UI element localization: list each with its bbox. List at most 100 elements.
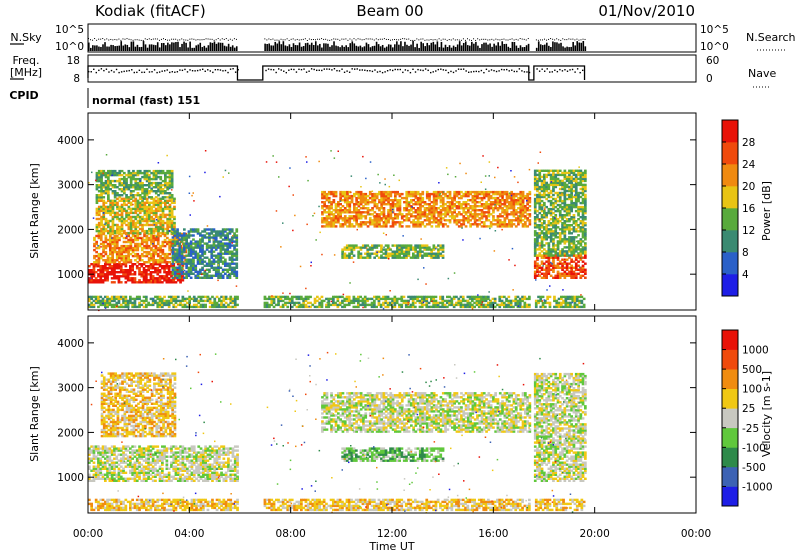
power-cell bbox=[145, 271, 148, 274]
power-cell bbox=[547, 250, 551, 253]
power-cell bbox=[384, 252, 388, 255]
power-cell bbox=[480, 209, 484, 212]
power-cell bbox=[554, 266, 558, 269]
power-cell bbox=[171, 262, 175, 265]
power-cell bbox=[568, 189, 571, 193]
power-cell bbox=[558, 238, 562, 241]
power-cell bbox=[159, 199, 163, 202]
power-cell bbox=[487, 225, 491, 228]
nsky-bar bbox=[235, 46, 238, 51]
power-cell bbox=[554, 214, 558, 217]
power-cell bbox=[540, 199, 544, 203]
power-cell bbox=[521, 190, 525, 194]
power-cell bbox=[173, 232, 177, 235]
power-cell bbox=[343, 221, 347, 224]
power-cell bbox=[508, 203, 511, 206]
power-cell bbox=[416, 211, 420, 214]
freq-point bbox=[217, 68, 219, 71]
power-cell bbox=[125, 186, 128, 189]
freq-point bbox=[338, 70, 341, 72]
power-cell bbox=[185, 236, 188, 239]
power-cell bbox=[425, 196, 429, 200]
power-cell bbox=[387, 211, 390, 214]
power-cell bbox=[156, 240, 160, 244]
power-cell bbox=[343, 207, 347, 210]
freq-point bbox=[270, 68, 272, 71]
nsky-bar bbox=[513, 42, 516, 51]
nsky-bar bbox=[286, 46, 289, 51]
power-cell bbox=[536, 183, 539, 187]
freq-point bbox=[321, 69, 323, 72]
power-cell bbox=[127, 244, 130, 248]
power-cell bbox=[574, 276, 578, 279]
power-cell bbox=[380, 196, 383, 200]
power-cell bbox=[570, 274, 573, 277]
nsky-bar bbox=[523, 47, 526, 51]
power-cell bbox=[536, 209, 539, 213]
nsearch-point bbox=[88, 38, 89, 40]
power-cell bbox=[556, 181, 560, 185]
power-cell bbox=[457, 201, 461, 204]
power-cell bbox=[334, 203, 338, 206]
power-cell bbox=[492, 203, 495, 206]
power-cell bbox=[154, 271, 157, 274]
power-cell bbox=[584, 272, 587, 275]
power-cell bbox=[95, 177, 99, 181]
power-cell bbox=[549, 191, 553, 195]
power-cell bbox=[325, 192, 329, 196]
power-cell bbox=[143, 190, 147, 193]
nsearch-point bbox=[387, 39, 389, 41]
power-cell bbox=[168, 169, 172, 173]
power-cell bbox=[109, 250, 112, 254]
power-cell bbox=[478, 205, 482, 208]
power-cell bbox=[343, 194, 347, 198]
power-cell bbox=[451, 213, 454, 216]
power-cell bbox=[359, 221, 363, 224]
power-cell bbox=[552, 234, 555, 237]
power-cell bbox=[323, 203, 326, 206]
power-cell bbox=[574, 224, 578, 227]
power-cell bbox=[164, 205, 167, 209]
nsky-bar bbox=[177, 41, 179, 51]
power-cell bbox=[501, 223, 504, 226]
power-cell bbox=[375, 203, 379, 206]
power-cell bbox=[157, 203, 160, 207]
power-cell bbox=[437, 248, 440, 251]
power-cell bbox=[552, 266, 555, 269]
power-cell bbox=[136, 209, 140, 213]
power-cell bbox=[382, 248, 386, 251]
power-cell bbox=[321, 219, 324, 222]
nsearch-point bbox=[418, 39, 420, 41]
power-cell bbox=[341, 219, 345, 222]
power-cell bbox=[110, 269, 114, 272]
freq-point bbox=[480, 69, 483, 72]
power-cell bbox=[473, 203, 477, 206]
power-cell bbox=[421, 250, 424, 253]
power-cell bbox=[432, 203, 436, 206]
power-cell bbox=[219, 260, 223, 263]
power-cell bbox=[199, 272, 202, 275]
power-cell bbox=[92, 263, 96, 266]
power-cell bbox=[152, 236, 155, 240]
power-cell bbox=[150, 236, 153, 240]
power-cell bbox=[570, 205, 573, 209]
nsky-bar bbox=[221, 42, 224, 51]
power-cell bbox=[176, 263, 180, 266]
power-cell bbox=[104, 263, 107, 266]
power-cell bbox=[124, 277, 128, 280]
power-cell bbox=[132, 219, 135, 223]
power-cell bbox=[570, 207, 573, 211]
power-cell bbox=[554, 226, 558, 229]
power-cell bbox=[543, 185, 546, 189]
power-cell bbox=[192, 230, 195, 233]
power-cell bbox=[540, 207, 544, 211]
power-cell bbox=[99, 277, 103, 280]
power-cell bbox=[416, 256, 420, 259]
power-cell bbox=[148, 173, 151, 177]
power-cell bbox=[111, 231, 115, 235]
power-cell bbox=[435, 221, 438, 224]
power-cell bbox=[359, 223, 363, 226]
power-cell bbox=[330, 221, 333, 224]
power-cell bbox=[325, 223, 329, 226]
power-cell bbox=[208, 232, 211, 235]
